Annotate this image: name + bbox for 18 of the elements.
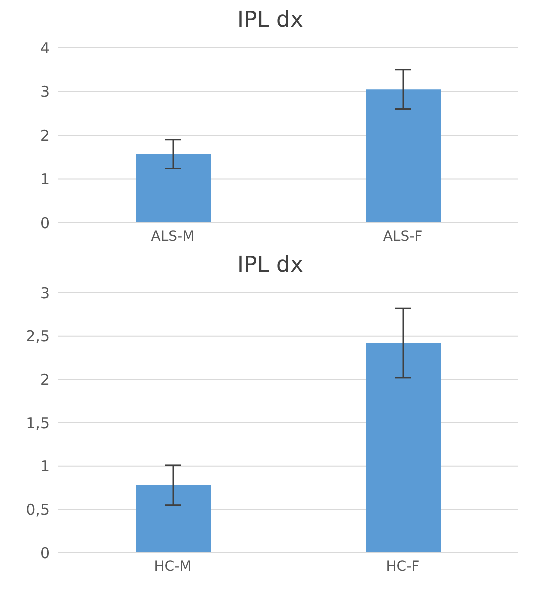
y-tick-label: 0,5 xyxy=(26,500,50,519)
chart-title: IPL dx xyxy=(236,8,304,35)
chart-title: IPL dx xyxy=(236,253,304,280)
x-tick-label: ALS-M xyxy=(151,228,195,245)
x-tick-label: ALS-F xyxy=(383,228,423,245)
y-tick-label: 2 xyxy=(40,126,50,145)
x-tick-label: HC-M xyxy=(154,558,192,575)
y-tick-label: 1 xyxy=(40,170,50,189)
y-tick-label: 0 xyxy=(40,214,50,232)
y-tick-label: 1 xyxy=(40,458,50,476)
y-tick-label: 3 xyxy=(40,83,50,102)
x-tick-label: HC-F xyxy=(386,558,420,575)
y-tick-label: 3 xyxy=(40,284,50,302)
y-tick-label: 1,5 xyxy=(26,414,50,432)
y-tick-label: 2,5 xyxy=(26,328,50,346)
y-tick-label: 0 xyxy=(40,544,50,562)
y-tick-label: 4 xyxy=(40,39,50,58)
y-tick-label: 2 xyxy=(40,370,50,389)
